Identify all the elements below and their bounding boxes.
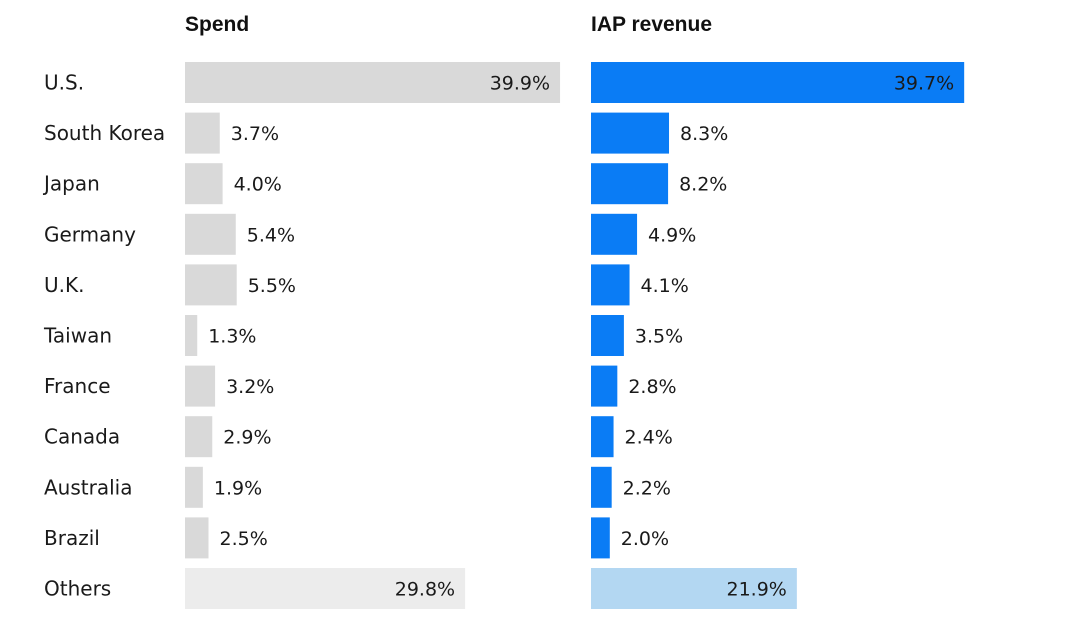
spend-bar bbox=[185, 315, 198, 356]
iap-revenue-value-label: 2.8% bbox=[628, 376, 676, 398]
spend-value-label: 1.9% bbox=[214, 477, 262, 499]
iap-revenue-value-label: 8.2% bbox=[679, 174, 727, 196]
spend-value-label: 29.8% bbox=[395, 579, 455, 601]
iap-revenue-value-label: 2.0% bbox=[621, 528, 669, 550]
spend-panel-title: Spend bbox=[185, 13, 249, 36]
iap-revenue-bar bbox=[591, 568, 797, 609]
category-label: Germany bbox=[44, 222, 136, 246]
iap-revenue-bar bbox=[591, 264, 630, 306]
spend-bar bbox=[185, 112, 220, 154]
category-label: France bbox=[44, 374, 111, 398]
iap-revenue-bar bbox=[591, 213, 638, 255]
iap-revenue-bar bbox=[591, 315, 624, 356]
category-labels: U.S. South Korea Japan Germany U.K. Taiwan Fra… bbox=[42, 71, 165, 601]
spend-bar bbox=[185, 416, 213, 458]
spend-value-label: 3.2% bbox=[226, 376, 274, 398]
spend-value-label: 4.0% bbox=[234, 174, 282, 196]
spend-bar bbox=[185, 213, 236, 255]
iap-revenue-value-label: 3.5% bbox=[635, 326, 683, 348]
spend-bar bbox=[185, 264, 237, 306]
iap-revenue-value-label: 21.9% bbox=[727, 579, 787, 601]
spend-value-label: 3.7% bbox=[231, 123, 279, 145]
iap-revenue-value-label: 4.9% bbox=[648, 224, 696, 246]
category-label: Australia bbox=[44, 475, 132, 499]
category-label: U.S. bbox=[44, 71, 84, 95]
iap-revenue-value-label: 4.1% bbox=[641, 275, 689, 297]
spend-value-label: 1.3% bbox=[208, 326, 256, 348]
iap-revenue-value-label: 39.7% bbox=[894, 73, 954, 95]
spend-panel: Spend 39.9% 3.7% 4.0% 5.4% 5.5% 1.3% 3.2% 2.9% 1… bbox=[185, 13, 561, 609]
iap-revenue-bar bbox=[591, 416, 614, 458]
iap-revenue-bar bbox=[591, 112, 670, 154]
iap-revenue-panel: IAP revenue 39.7% 8.3% 8.2% 4.9% 4.1% 3.5% 2.8… bbox=[591, 13, 965, 609]
iap-revenue-bar bbox=[591, 466, 612, 508]
spend-bar bbox=[185, 62, 561, 103]
spend-bar bbox=[185, 365, 216, 407]
spend-bar bbox=[185, 163, 223, 205]
spend-bar bbox=[185, 517, 209, 559]
category-label: Brazil bbox=[44, 526, 100, 550]
iap-revenue-value-label: 8.3% bbox=[680, 123, 728, 145]
iap-revenue-value-label: 2.4% bbox=[625, 427, 673, 449]
spend-bar bbox=[185, 466, 203, 508]
category-label: South Korea bbox=[44, 121, 165, 145]
spend-value-label: 39.9% bbox=[490, 73, 550, 95]
iap-revenue-value-label: 2.2% bbox=[623, 477, 671, 499]
iap-revenue-panel-title: IAP revenue bbox=[591, 13, 712, 36]
iap-revenue-bar bbox=[591, 62, 965, 103]
category-label: Canada bbox=[44, 425, 120, 449]
iap-revenue-bar bbox=[591, 365, 618, 407]
category-label: Others bbox=[44, 577, 111, 601]
spend-value-label: 5.5% bbox=[248, 275, 296, 297]
category-label: Taiwan bbox=[43, 324, 112, 348]
spend-value-label: 2.9% bbox=[223, 427, 271, 449]
category-label: Japan bbox=[42, 172, 100, 196]
category-label: U.K. bbox=[44, 273, 84, 297]
iap-revenue-bar bbox=[591, 517, 610, 559]
iap-revenue-bar bbox=[591, 163, 669, 205]
spend-value-label: 2.5% bbox=[220, 528, 268, 550]
spend-bar bbox=[185, 568, 466, 609]
spend-value-label: 5.4% bbox=[247, 224, 295, 246]
